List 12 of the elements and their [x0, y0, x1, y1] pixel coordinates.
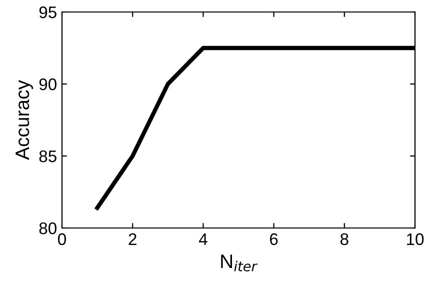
y-axis-title: Accuracy [16, 80, 34, 160]
y-tick-label: 85 [39, 150, 56, 162]
x-tick-label: 6 [270, 233, 278, 246]
y-tick-label: 95 [39, 6, 56, 18]
x-tick-label: 2 [128, 233, 136, 245]
x-axis-title: N$_{iter}$ [221, 254, 258, 272]
x-tick-label: 10 [407, 233, 424, 246]
x-tick-label: 0 [58, 233, 66, 246]
x-tick-label: 8 [340, 233, 348, 246]
y-tick-label: 80 [39, 222, 56, 234]
x-tick-label: 4 [198, 233, 208, 245]
y-tick-label: 90 [39, 78, 56, 90]
